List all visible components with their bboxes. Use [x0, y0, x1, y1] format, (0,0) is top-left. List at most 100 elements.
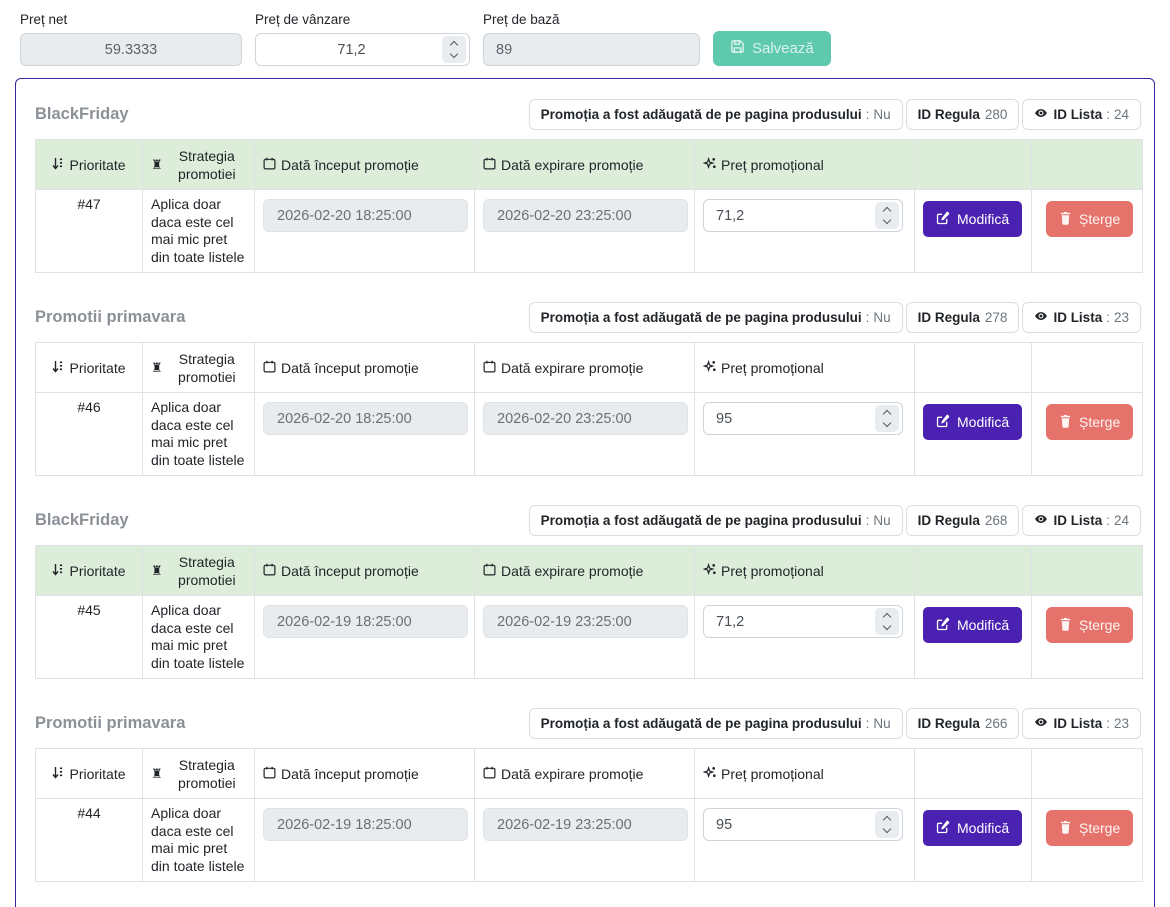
save-button-label: Salvează [752, 40, 814, 57]
promotions-table: Prioritate ♜ Strategia promotiei Dată înc… [35, 545, 1143, 679]
date-start-header: Dată început promoție [263, 359, 419, 377]
rule-badge-label: ID Regula [917, 513, 980, 528]
date-start-header: Dată început promoție [263, 765, 419, 783]
promo-price-stepper[interactable] [875, 811, 899, 838]
list-badge-label: ID Lista [1053, 310, 1103, 325]
section-title: BlackFriday [35, 105, 129, 123]
price-header: Preț promoțional [702, 156, 824, 174]
list-id-badge: ID Lista : 23 [1022, 708, 1141, 739]
added-badge-label: Promoția a fost adăugată de pe pagina pr… [540, 107, 862, 122]
sort-icon [52, 765, 64, 783]
priority-header: Prioritate [52, 562, 126, 580]
promo-price-input[interactable] [703, 808, 903, 841]
promotion-row: #47 Aplica doar daca este cel mai mic pr… [35, 189, 1143, 273]
list-badge-value: 23 [1113, 716, 1129, 731]
added-from-product-page-badge: Promoția a fost adăugată de pe pagina pr… [528, 708, 903, 739]
eye-icon [1034, 512, 1053, 529]
promo-section: Promotii primavara Promoția a fost adăug… [35, 302, 1143, 476]
date-end-header: Dată expirare promoție [483, 765, 643, 783]
promo-price-input[interactable] [703, 402, 903, 435]
date-start-input [263, 808, 468, 841]
calendar-icon [263, 359, 276, 377]
added-badge-value: Nu [873, 513, 891, 528]
price-header: Preț promoțional [702, 359, 824, 377]
sparkle-icon [702, 156, 716, 174]
badge-separator: : [865, 513, 870, 528]
edit-button[interactable]: Modifică [923, 201, 1023, 237]
strategy-header: ♜ Strategia promotiei [151, 147, 236, 182]
promo-section: BlackFriday Promoția a fost adăugată de … [35, 505, 1143, 679]
section-title: BlackFriday [35, 511, 129, 529]
section-badges: Promoția a fost adăugată de pe pagina pr… [528, 302, 1141, 333]
rule-badge-value: 268 [984, 513, 1008, 528]
save-button[interactable]: Salvează [713, 31, 831, 66]
trash-icon [1059, 617, 1072, 634]
edit-button-label: Modifică [957, 211, 1010, 227]
promotions-table: Prioritate ♜ Strategia promotiei Dată înc… [35, 748, 1143, 882]
promo-price-stepper[interactable] [875, 405, 899, 432]
sort-icon [52, 562, 64, 580]
rule-badge-label: ID Regula [917, 716, 980, 731]
date-end-input [483, 808, 688, 841]
date-end-header: Dată expirare promoție [483, 562, 643, 580]
added-badge-value: Nu [873, 107, 891, 122]
date-end-input [483, 605, 688, 638]
delete-button[interactable]: Șterge [1046, 810, 1134, 846]
date-start-input [263, 402, 468, 435]
chevron-down-icon [882, 418, 892, 428]
list-id-badge: ID Lista : 24 [1022, 99, 1141, 130]
list-badge-label: ID Lista [1053, 107, 1103, 122]
sort-icon [52, 156, 64, 174]
delete-button[interactable]: Șterge [1046, 607, 1134, 643]
promo-price-input[interactable] [703, 199, 903, 232]
calendar-icon [483, 562, 496, 580]
calendar-icon [263, 765, 276, 783]
rule-id-badge: ID Regula 280 [905, 99, 1020, 130]
promo-price-stepper[interactable] [875, 202, 899, 229]
strategy-cell: Aplica doar daca este cel mai mic pret d… [142, 189, 255, 273]
list-id-badge: ID Lista : 23 [1022, 302, 1141, 333]
badge-separator: : [1106, 107, 1110, 122]
base-price-label: Preț de bază [483, 12, 560, 27]
sparkle-icon [702, 359, 716, 377]
sale-price-stepper[interactable] [442, 36, 466, 63]
edit-icon [936, 617, 950, 634]
base-price-input [483, 33, 700, 66]
net-price-label: Preț net [20, 12, 68, 27]
chevron-up-icon [449, 40, 459, 50]
delete-button-label: Șterge [1079, 211, 1121, 227]
edit-icon [936, 820, 950, 837]
edit-button[interactable]: Modifică [923, 810, 1023, 846]
list-id-badge: ID Lista : 24 [1022, 505, 1141, 536]
rule-id-badge: ID Regula 268 [905, 505, 1020, 536]
priority-cell: #46 [35, 392, 143, 476]
delete-button[interactable]: Șterge [1046, 201, 1134, 237]
edit-button[interactable]: Modifică [923, 607, 1023, 643]
chess-rook-icon: ♜ [151, 157, 163, 172]
edit-button[interactable]: Modifică [923, 404, 1023, 440]
delete-button[interactable]: Șterge [1046, 404, 1134, 440]
promotion-row: #45 Aplica doar daca este cel mai mic pr… [35, 595, 1143, 679]
trash-icon [1059, 414, 1072, 431]
chevron-down-icon [882, 621, 892, 631]
section-badges: Promoția a fost adăugată de pe pagina pr… [528, 708, 1141, 739]
strategy-cell: Aplica doar daca este cel mai mic pret d… [142, 595, 255, 679]
promo-price-input[interactable] [703, 605, 903, 638]
list-badge-value: 24 [1113, 513, 1129, 528]
chevron-up-icon [882, 815, 892, 825]
priority-header: Prioritate [52, 359, 126, 377]
added-badge-value: Nu [873, 310, 891, 325]
promo-price-stepper[interactable] [875, 608, 899, 635]
chess-rook-icon: ♜ [151, 360, 163, 375]
chevron-down-icon [882, 215, 892, 225]
chevron-up-icon [882, 206, 892, 216]
badge-separator: : [1106, 513, 1110, 528]
added-from-product-page-badge: Promoția a fost adăugată de pe pagina pr… [528, 505, 903, 536]
date-end-header: Dată expirare promoție [483, 359, 643, 377]
edit-button-label: Modifică [957, 414, 1010, 430]
calendar-icon [483, 765, 496, 783]
sale-price-input[interactable] [255, 33, 470, 66]
rule-id-badge: ID Regula 278 [905, 302, 1020, 333]
promotions-table: Prioritate ♜ Strategia promotiei Dată înc… [35, 342, 1143, 476]
chevron-down-icon [882, 824, 892, 834]
